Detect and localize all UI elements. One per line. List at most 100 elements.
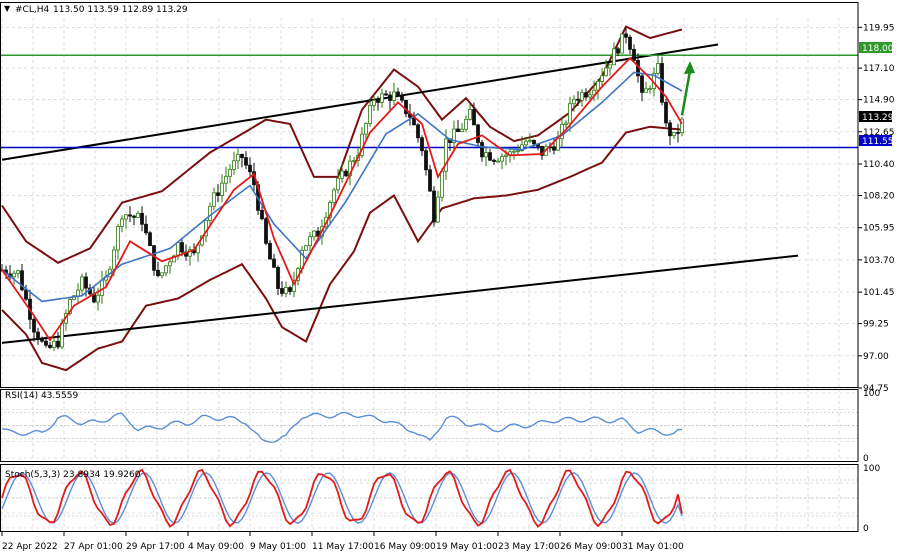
x-tick-label: 4 May 09:00 [188,542,244,552]
candle-body [160,272,164,277]
x-tick-label: 27 Apr 01:00 [64,542,123,552]
candle-body [396,91,400,97]
candle-body [520,144,524,152]
candle-body [276,266,280,289]
blue-level-price: 111.55 [862,137,894,147]
candle-body [236,153,240,162]
y-tick-label: 103.70 [863,256,895,266]
bollinger-bands [1,25,683,372]
y-tick-label: 117.10 [863,64,895,74]
channel-upper-line [1,43,719,161]
candle-body [288,287,292,292]
candle-body [136,212,140,218]
ma-fast-line [1,56,683,342]
candle-body [312,230,316,238]
y-tick-label: 94.75 [863,384,889,394]
candle-body [336,177,340,191]
candle-body [564,122,568,125]
candle-body [616,48,620,54]
candle-body [332,189,336,203]
candle-body [52,340,56,348]
bollinger-lower-line [1,125,683,372]
x-tick-label: 26 May 09:00 [560,542,622,552]
candle-body [600,75,604,82]
candle-body [612,48,616,66]
candle-body [368,105,372,124]
y-tick-label: 114.90 [863,96,895,106]
x-tick-label: 19 May 01:00 [436,542,498,552]
candle-body [144,223,148,234]
candle-body [188,249,192,257]
candle-body [444,138,448,172]
candle-body [24,289,28,300]
blue-level-badge [859,135,892,146]
candle-body [96,294,100,303]
candle-body [112,249,116,270]
candle-body [228,168,232,177]
candle-body [148,232,152,247]
symbol-label: #CL,H4 [15,5,49,15]
y-tick-label: 105.95 [863,224,895,234]
candle-body [140,212,144,225]
candle-body [172,255,176,263]
candle-body [572,98,576,105]
candle-body [472,109,476,126]
candle-body [644,88,648,93]
candle-body [20,270,24,291]
candle-body [12,272,16,278]
candle-body [116,226,120,251]
candle-body [432,190,436,223]
candle-body [528,139,532,142]
candle-body [532,139,536,145]
candle-body [40,338,44,342]
green-level-badge [859,42,892,53]
candle-body [128,214,132,217]
symbol-dropdown-icon[interactable]: ▼ [4,4,11,13]
candle-body [576,98,580,101]
x-tick-label: 16 May 09:00 [374,542,436,552]
y-tick-label: 99.25 [863,320,889,330]
candle-body [584,92,588,98]
y-tick-label: 97.00 [863,352,889,362]
candle-body [212,192,216,207]
candle-body [628,36,632,50]
candle-body [168,261,172,267]
candle-body [460,128,464,133]
candle-body [208,205,212,221]
channel-lower-line [1,254,799,344]
candle-body [456,128,460,133]
current-price-badge [859,111,892,122]
candle-body [468,109,472,120]
candle-body [420,137,424,152]
candle-body [552,146,556,151]
candle-body [632,48,636,61]
moving-averages [1,56,683,342]
candle-body [488,152,492,161]
candle-body [280,288,284,294]
candle-body [16,270,20,274]
candle-body [676,132,680,134]
candle-body [232,160,236,170]
candle-body [164,265,168,274]
stoch-tick-label: 100 [863,464,880,474]
candle-body [248,164,252,173]
stoch-tick-label: 0 [863,524,869,534]
y-tick-label: 112.65 [863,128,895,138]
candle-body [84,276,88,289]
candle-body [56,340,60,348]
candle-body [524,140,528,146]
candle-body [512,150,516,153]
candle-body [500,156,504,162]
candle-body [156,269,160,277]
panel-frame [0,464,859,532]
candle-body [672,132,676,137]
candle-body [244,157,248,166]
candle-body [680,118,684,134]
oscillators [0,411,858,529]
candle-body [284,287,288,294]
candle-body [496,160,500,163]
candle-body [664,101,668,124]
candle-body [304,245,308,251]
candle-body [308,236,312,247]
